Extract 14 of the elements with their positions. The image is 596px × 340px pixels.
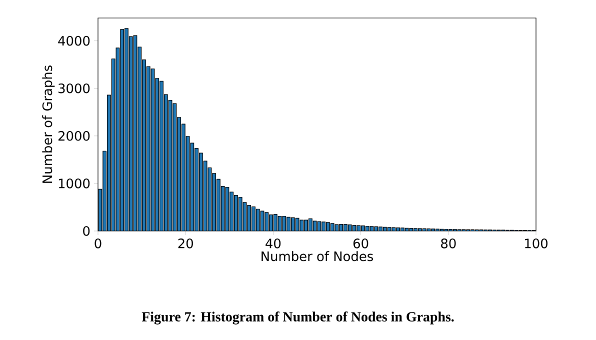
- x-tick-label: 20: [178, 238, 193, 248]
- x-tick-label: 0: [94, 238, 102, 248]
- y-tick-label: 2000: [58, 131, 90, 141]
- x-tick-label: 80: [441, 238, 456, 248]
- y-axis-title: Number of Graphs: [42, 66, 55, 183]
- y-tick-label: 4000: [58, 36, 90, 46]
- y-tick-label: 0: [83, 226, 90, 236]
- x-tick-label: 40: [266, 238, 281, 248]
- text: Figure 7: Histogram of Number of Nodes in Graphs.: [142, 312, 454, 324]
- x-tick-label: 60: [353, 238, 368, 248]
- x-axis-title: Number of Nodes: [262, 251, 374, 262]
- y-tick-label: 1000: [58, 178, 90, 188]
- x-tick-label: 100: [525, 238, 548, 248]
- y-tick-label: 3000: [58, 83, 90, 94]
